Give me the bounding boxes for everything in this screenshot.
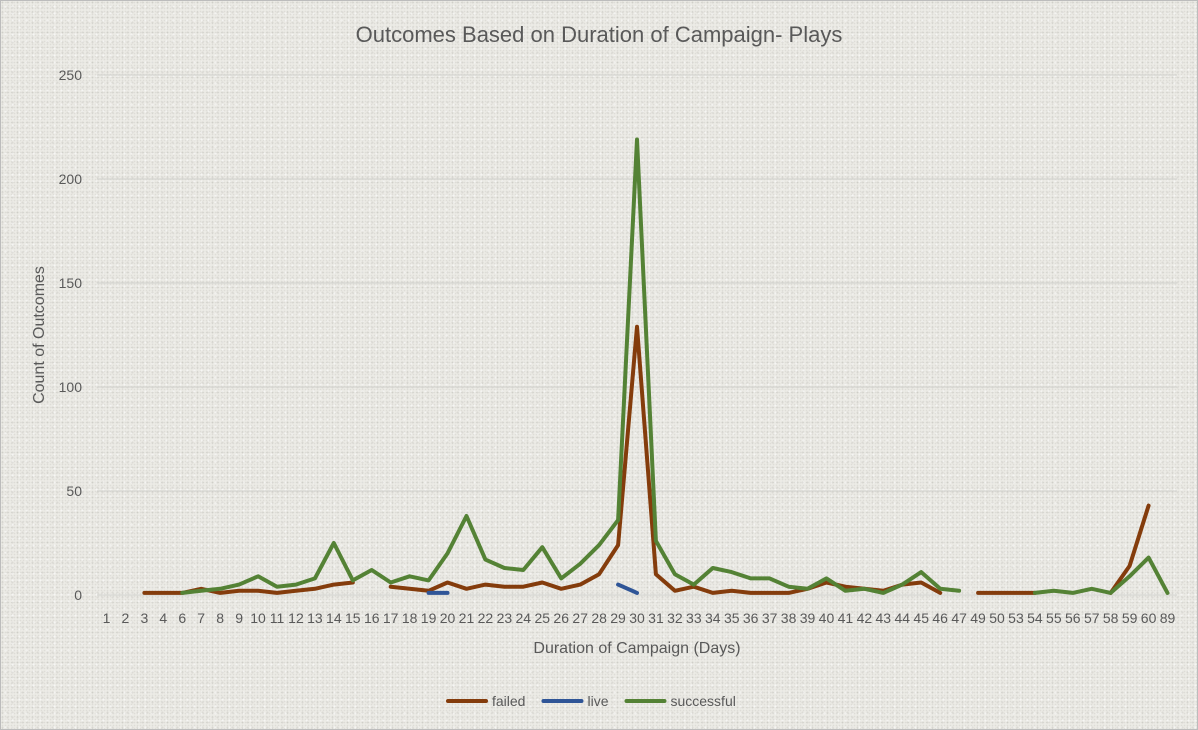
x-tick-label: 44	[894, 610, 910, 626]
y-tick-label: 50	[66, 483, 82, 499]
x-tick-label: 43	[876, 610, 892, 626]
legend-label-live: live	[587, 693, 608, 709]
x-axis-ticks: 1 2 3 4 6 7 8 9 10 11 12 13 14 15 16 17 18 19 20 21 22 23 24 25…	[103, 610, 1176, 626]
x-tick-label: 25	[534, 610, 550, 626]
x-tick-label: 60	[1141, 610, 1157, 626]
x-tick-label: 27	[572, 610, 588, 626]
y-tick-label: 100	[59, 379, 83, 395]
x-tick-label: 17	[383, 610, 399, 626]
x-tick-label: 18	[402, 610, 418, 626]
x-tick-label: 24	[516, 610, 532, 626]
x-tick-label: 46	[932, 610, 948, 626]
y-axis-ticks: 0 50 100 150 200 250	[59, 67, 83, 603]
x-tick-label: 1	[103, 610, 111, 626]
chart-title: Outcomes Based on Duration of Campaign- …	[356, 22, 843, 47]
x-tick-label: 42	[857, 610, 873, 626]
x-tick-label: 35	[724, 610, 740, 626]
x-tick-label: 34	[705, 610, 721, 626]
x-tick-label: 11	[270, 610, 285, 626]
x-tick-label: 15	[345, 610, 361, 626]
x-tick-label: 47	[951, 610, 967, 626]
x-tick-label: 40	[819, 610, 835, 626]
series-line-live	[616, 582, 639, 595]
x-tick-label: 12	[288, 610, 304, 626]
x-tick-label: 8	[216, 610, 224, 626]
x-tick-label: 53	[1008, 610, 1024, 626]
x-tick-label: 7	[197, 610, 205, 626]
x-tick-label: 37	[762, 610, 778, 626]
series-line-failed	[142, 580, 355, 595]
x-tick-label: 45	[913, 610, 929, 626]
x-tick-label: 29	[610, 610, 626, 626]
x-tick-label: 4	[159, 610, 167, 626]
x-tick-label: 49	[970, 610, 986, 626]
x-axis-title: Duration of Campaign (Days)	[533, 640, 740, 657]
x-tick-label: 9	[235, 610, 243, 626]
x-tick-label: 54	[1027, 610, 1043, 626]
y-tick-label: 0	[74, 587, 82, 603]
x-tick-label: 22	[478, 610, 494, 626]
x-tick-label: 41	[838, 610, 854, 626]
x-tick-label: 36	[743, 610, 759, 626]
legend-label-successful: successful	[670, 693, 735, 709]
x-tick-label: 55	[1046, 610, 1062, 626]
x-tick-label: 23	[497, 610, 513, 626]
x-tick-label: 31	[648, 610, 664, 626]
x-tick-label: 14	[326, 610, 342, 626]
x-tick-label: 16	[364, 610, 380, 626]
y-tick-label: 250	[59, 67, 83, 83]
series-line-successful	[180, 137, 962, 595]
x-tick-label: 6	[178, 610, 186, 626]
y-axis-title: Count of Outcomes	[31, 266, 48, 404]
x-tick-label: 38	[781, 610, 797, 626]
legend: failed live successful	[446, 693, 736, 709]
x-tick-label: 2	[122, 610, 130, 626]
x-tick-label: 33	[686, 610, 702, 626]
x-tick-label: 20	[440, 610, 456, 626]
x-tick-label: 30	[629, 610, 645, 626]
series-line-failed	[388, 324, 943, 595]
legend-label-failed: failed	[492, 693, 525, 709]
x-tick-label: 39	[800, 610, 816, 626]
x-tick-label: 19	[421, 610, 437, 626]
y-tick-label: 200	[59, 171, 83, 187]
series-line-successful	[1032, 555, 1170, 595]
x-tick-label: 57	[1084, 610, 1100, 626]
x-tick-label: 26	[553, 610, 569, 626]
y-tick-label: 150	[59, 275, 83, 291]
x-tick-label: 10	[250, 610, 266, 626]
x-tick-label: 32	[667, 610, 683, 626]
x-tick-label: 89	[1160, 610, 1176, 626]
series-line-failed	[1108, 503, 1151, 595]
x-tick-label: 56	[1065, 610, 1081, 626]
x-tick-label: 50	[989, 610, 1005, 626]
x-tick-label: 28	[591, 610, 607, 626]
x-tick-label: 58	[1103, 610, 1119, 626]
x-tick-label: 59	[1122, 610, 1138, 626]
x-tick-label: 13	[307, 610, 323, 626]
series-lines	[142, 137, 1170, 595]
gridlines	[97, 74, 1177, 596]
x-tick-label: 21	[459, 610, 475, 626]
x-tick-label: 3	[140, 610, 148, 626]
